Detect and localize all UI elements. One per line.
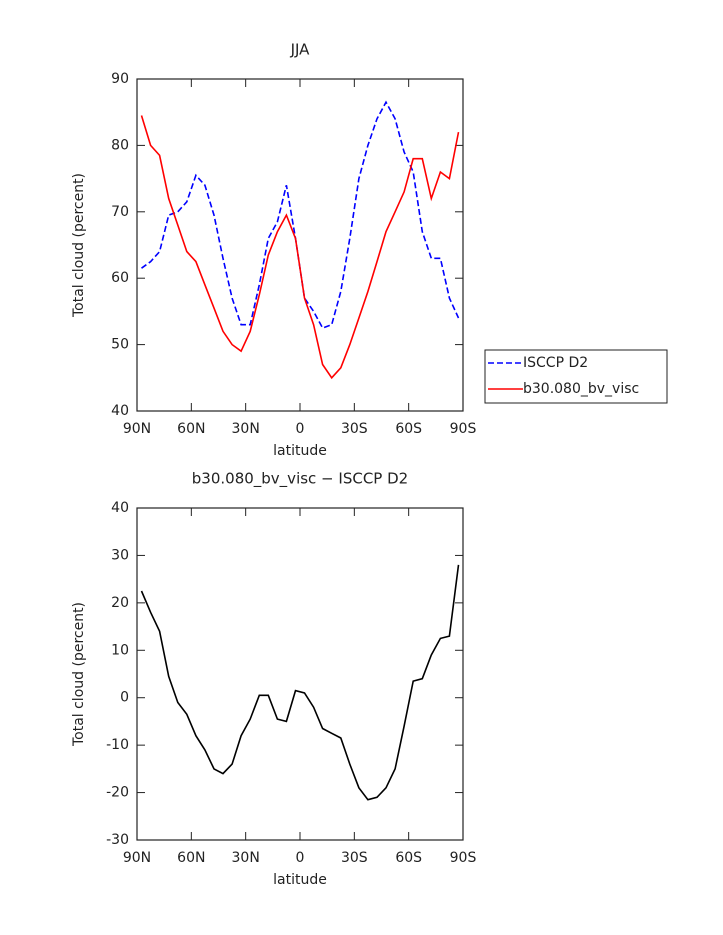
x-tick-label: 60N [177, 421, 205, 437]
legend-label: ISCCP D2 [523, 355, 588, 371]
x-tick-label: 90S [450, 850, 477, 866]
x-tick-label: 90N [123, 850, 151, 866]
y-tick-label: 50 [111, 337, 129, 353]
x-tick-label: 0 [296, 850, 305, 866]
y-tick-label: 60 [111, 270, 129, 286]
legend-label: b30.080_bv_visc [523, 381, 639, 397]
y-tick-label: 0 [120, 690, 129, 706]
plot-frame [136, 507, 464, 841]
data-line [140, 564, 460, 801]
y-tick-label: 40 [111, 403, 129, 419]
data-line [140, 115, 460, 380]
y-tick-label: -20 [106, 785, 129, 801]
data-line [141, 100, 460, 329]
chart-title: b30.080_bv_visc − ISCCP D2 [192, 470, 408, 489]
x-tick-label: 30S [341, 421, 368, 437]
x-tick-label: 0 [296, 421, 305, 437]
y-tick-label: 10 [111, 642, 129, 658]
x-tick-label: 90N [123, 421, 151, 437]
chart-title: JJA [290, 41, 311, 59]
legend-box [484, 349, 668, 404]
x-tick-label: 30S [341, 850, 368, 866]
x-axis-label: latitude [273, 443, 327, 459]
y-tick-label: 20 [111, 595, 129, 611]
y-tick-label: -10 [106, 737, 129, 753]
y-tick-label: 30 [111, 547, 129, 563]
y-axis-label: Total cloud (percent) [71, 602, 87, 747]
x-tick-label: 30N [232, 850, 260, 866]
y-tick-label: 70 [111, 204, 129, 220]
y-tick-label: -30 [106, 832, 129, 848]
y-tick-label: 80 [111, 137, 129, 153]
y-tick-label: 90 [111, 71, 129, 87]
y-tick-label: 40 [111, 500, 129, 516]
x-tick-label: 60N [177, 850, 205, 866]
plot-frame [136, 78, 464, 412]
x-tick-label: 60S [395, 850, 422, 866]
x-tick-label: 30N [232, 421, 260, 437]
x-tick-label: 90S [450, 421, 477, 437]
x-tick-label: 60S [395, 421, 422, 437]
y-axis-label: Total cloud (percent) [71, 173, 87, 318]
x-axis-label: latitude [273, 872, 327, 888]
